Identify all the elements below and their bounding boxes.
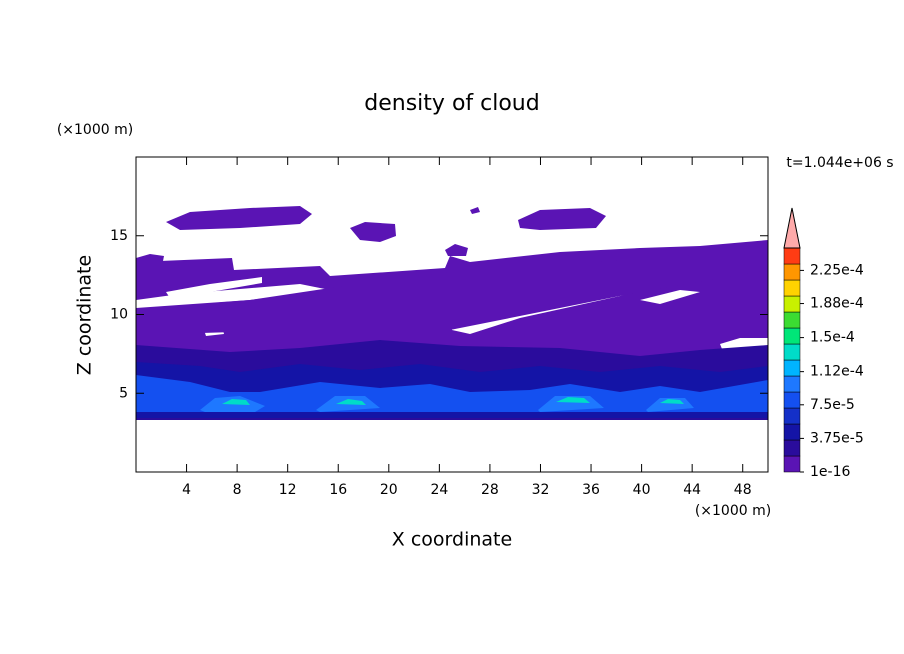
contour-gap — [166, 277, 262, 298]
colorbar-band — [783, 343, 801, 361]
contour-fill — [660, 399, 684, 404]
x-axis-label: X coordinate — [392, 529, 512, 551]
y-tick-label: 5 — [119, 385, 128, 401]
contour-gap — [640, 290, 700, 304]
annotation: t=1.044e+06 s — [786, 155, 893, 171]
colorbar-tick-label: 2.25e-4 — [810, 262, 864, 278]
colorbar-band — [783, 263, 801, 281]
colorbar-band — [783, 407, 801, 425]
chart-title: density of cloud — [364, 91, 539, 116]
colorbar-band — [783, 439, 801, 457]
colorbar-band — [783, 391, 801, 409]
contour-fill — [350, 222, 396, 242]
colorbar-band — [783, 295, 801, 313]
y-unit: (×1000 m) — [57, 122, 133, 138]
colorbar-band — [783, 423, 801, 441]
x-tick-label: 48 — [734, 482, 752, 498]
x-tick-label: 44 — [683, 482, 701, 498]
contour-fill — [556, 397, 590, 403]
colorbar-band — [783, 327, 801, 345]
colorbar-band — [783, 279, 801, 297]
colorbar-extension — [783, 207, 801, 249]
y-axis-label: Z coordinate — [74, 255, 96, 375]
colorbar-tick-label: 1.88e-4 — [810, 296, 864, 312]
contour-fill — [336, 399, 366, 405]
colorbar-band — [783, 455, 801, 473]
x-tick-label: 20 — [380, 482, 398, 498]
x-tick-label: 28 — [481, 482, 499, 498]
x-tick-label: 12 — [279, 482, 297, 498]
contour-fill — [136, 250, 768, 335]
x-tick-label: 36 — [582, 482, 600, 498]
x-tick-label: 4 — [182, 482, 191, 498]
contour-fill — [646, 398, 694, 412]
colorbar-tick-label: 3.75e-5 — [810, 430, 864, 446]
y-tick-label: 15 — [110, 228, 128, 244]
x-tick-label: 32 — [532, 482, 550, 498]
colorbar-band — [783, 247, 801, 265]
contour-field — [136, 206, 768, 420]
x-tick-label: 16 — [329, 482, 347, 498]
colorbar-tick-label: 7.5e-5 — [810, 397, 855, 413]
contour-fill — [518, 208, 606, 230]
colorbar-tick-label: 1.5e-4 — [810, 330, 855, 346]
x-tick-label: 8 — [233, 482, 242, 498]
contour-fill — [538, 396, 604, 412]
colorbar-tick-label: 1e-16 — [810, 464, 850, 480]
x-unit: (×1000 m) — [695, 503, 771, 519]
contour-fill — [136, 375, 768, 412]
colorbar-tick-label: 1.12e-4 — [810, 364, 864, 380]
colorbar-band — [783, 359, 801, 377]
contour-fill — [166, 206, 312, 230]
contour-fill — [222, 399, 250, 405]
x-tick-label: 40 — [633, 482, 651, 498]
contour-fill — [470, 207, 480, 214]
x-tick-label: 24 — [430, 482, 448, 498]
contour-fill — [136, 254, 164, 268]
colorbar-band — [783, 311, 801, 329]
colorbar-band — [783, 375, 801, 393]
contour-gap — [136, 284, 330, 310]
y-tick-label: 10 — [110, 307, 128, 323]
contour-fill — [445, 244, 468, 256]
